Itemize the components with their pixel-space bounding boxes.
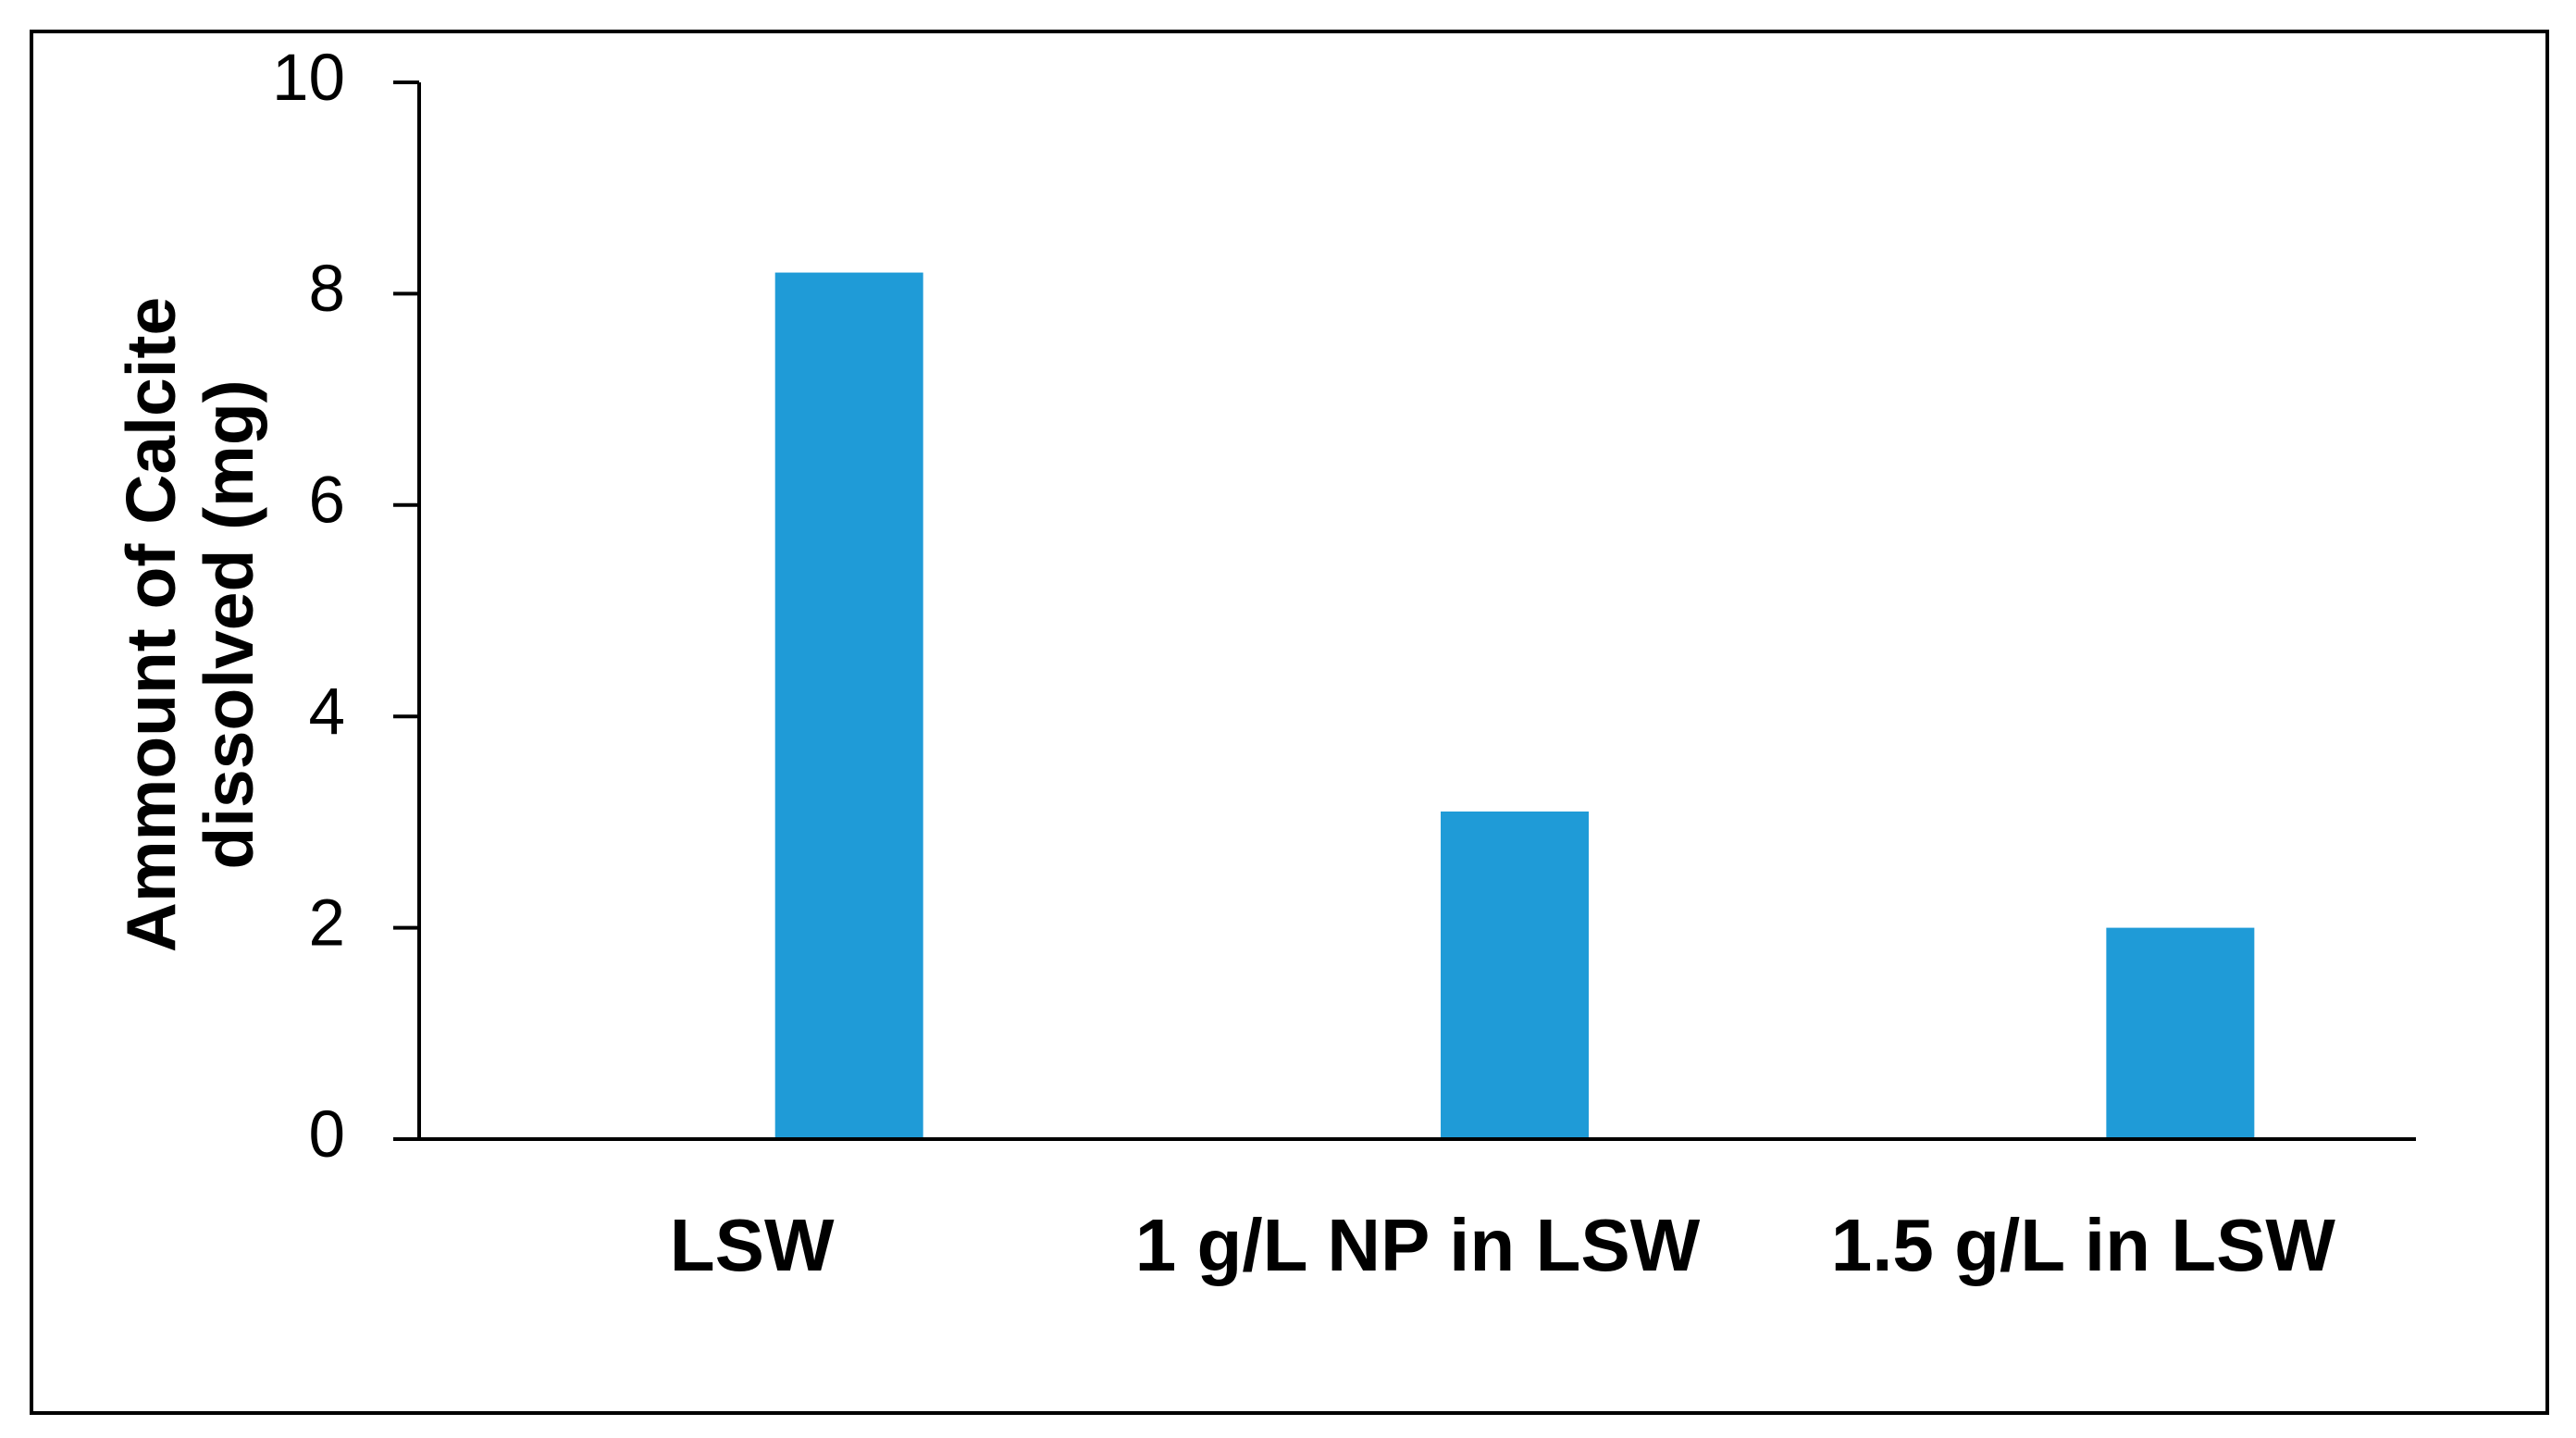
y-tick-label: 8 (309, 253, 346, 326)
x-tick-label: LSW (669, 1204, 835, 1286)
x-tick-label: 1 g/L NP in LSW (1134, 1204, 1701, 1286)
y-tick-label: 10 (272, 42, 345, 115)
chart-frame (30, 30, 2549, 1415)
y-tick-label: 6 (309, 465, 346, 538)
bar (2106, 927, 2255, 1139)
bar (1441, 811, 1590, 1139)
y-tick-label: 4 (309, 676, 346, 749)
bar (774, 272, 923, 1139)
y-axis-label: Ammount of Calcite dissolved (mg) (112, 296, 267, 953)
x-tick-label: 1.5 g/L in LSW (1830, 1204, 2335, 1286)
y-tick-label: 0 (309, 1098, 346, 1171)
y-tick-label: 2 (309, 886, 346, 960)
